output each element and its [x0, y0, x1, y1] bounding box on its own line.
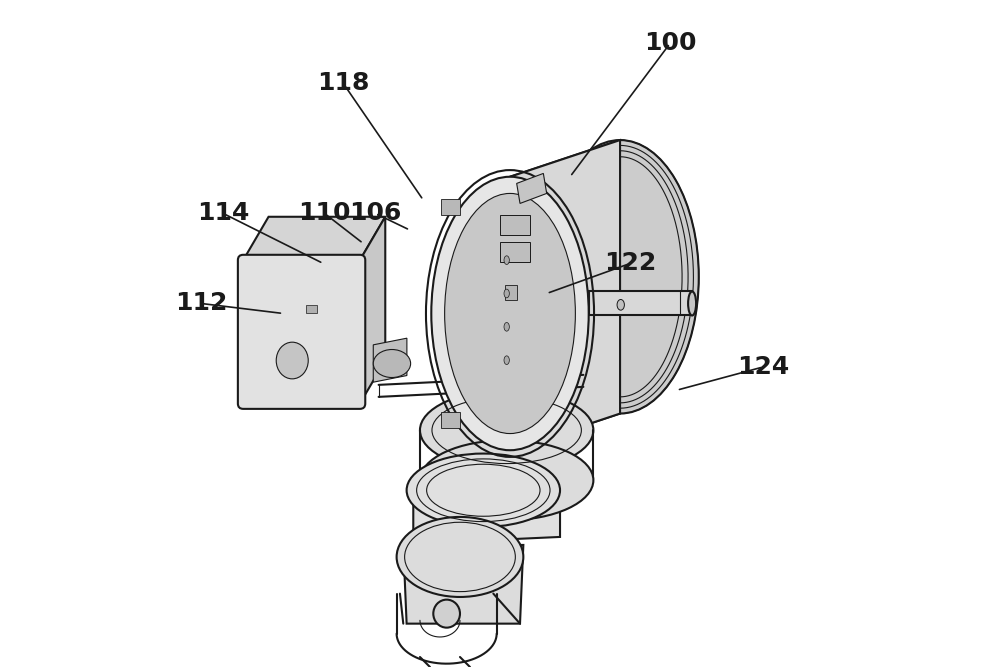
Polygon shape: [517, 173, 547, 203]
Ellipse shape: [504, 289, 509, 297]
Text: 122: 122: [604, 251, 656, 275]
Ellipse shape: [504, 322, 509, 331]
Bar: [500, 241, 530, 261]
Bar: [505, 285, 517, 300]
Polygon shape: [243, 217, 385, 260]
FancyBboxPatch shape: [238, 255, 365, 409]
Ellipse shape: [373, 350, 411, 378]
Bar: [441, 412, 460, 428]
Bar: [500, 215, 530, 235]
Ellipse shape: [617, 299, 624, 310]
Polygon shape: [589, 291, 692, 315]
Ellipse shape: [407, 454, 560, 527]
Text: 124: 124: [737, 355, 790, 379]
Ellipse shape: [420, 440, 593, 520]
Ellipse shape: [397, 517, 523, 597]
Polygon shape: [373, 338, 407, 382]
Ellipse shape: [276, 342, 308, 379]
Text: 110: 110: [298, 201, 351, 225]
Polygon shape: [510, 140, 620, 450]
Ellipse shape: [445, 193, 575, 434]
Ellipse shape: [504, 356, 509, 364]
Ellipse shape: [433, 600, 460, 628]
Text: 114: 114: [197, 201, 249, 225]
Bar: [306, 305, 317, 313]
Polygon shape: [403, 545, 523, 624]
Text: 112: 112: [175, 291, 227, 315]
Polygon shape: [413, 484, 560, 544]
Ellipse shape: [541, 140, 699, 414]
Ellipse shape: [504, 255, 509, 265]
Text: 118: 118: [317, 71, 369, 95]
Ellipse shape: [688, 291, 696, 315]
Polygon shape: [360, 217, 385, 404]
Ellipse shape: [431, 177, 589, 450]
Text: 100: 100: [644, 31, 696, 55]
Ellipse shape: [420, 390, 593, 470]
Bar: [441, 199, 460, 215]
Text: 106: 106: [349, 201, 401, 225]
